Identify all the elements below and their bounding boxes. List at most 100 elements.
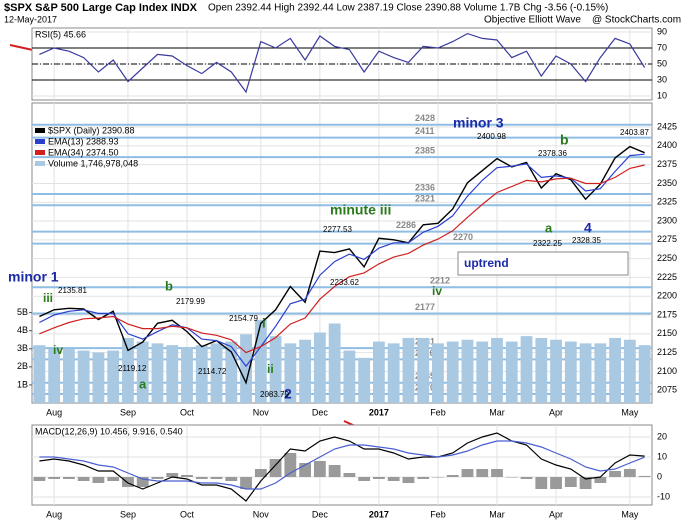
annotation: iv	[432, 284, 442, 298]
volume-bar	[402, 337, 415, 403]
histogram-bar	[579, 477, 592, 489]
histogram-bar	[387, 477, 400, 481]
y-tick-label: 10	[657, 90, 667, 100]
histogram-bar	[122, 477, 134, 487]
volume-bar	[33, 345, 46, 403]
histogram-bar	[313, 461, 326, 477]
volume-bar	[92, 352, 105, 403]
histogram-bar	[92, 477, 105, 483]
pane-title: RSI(5) 45.66	[35, 29, 86, 39]
volume-bar	[195, 345, 208, 403]
volume-bar	[299, 339, 311, 403]
volume-bar	[181, 346, 193, 403]
y-tick-label: 2275	[657, 234, 677, 244]
y-tick-label: 2375	[657, 159, 677, 169]
histogram-bar	[210, 477, 223, 479]
y-tick-label: 90	[657, 26, 667, 36]
y-tick-label: 20	[657, 431, 667, 441]
annotation: 2	[284, 386, 292, 402]
volume-bar	[594, 343, 607, 403]
y2-tick-label: 5B	[17, 307, 28, 317]
annotation: 2179.99	[176, 297, 205, 306]
x-tick-label: Dec	[312, 509, 329, 519]
y2-tick-label: 4B	[17, 325, 28, 335]
y2-tick-label: 3B	[17, 343, 28, 353]
volume-bar	[166, 345, 179, 403]
volume-bar	[535, 337, 548, 403]
support-label: 2428	[415, 113, 435, 123]
volume-bar	[387, 343, 400, 403]
y-tick-label: 10	[657, 451, 667, 461]
chart-date: 12-May-2017	[4, 14, 57, 24]
volume-bar	[579, 343, 592, 403]
legend-swatch	[35, 150, 45, 155]
legend-swatch	[35, 161, 45, 166]
y-tick-label: 2125	[657, 347, 677, 357]
histogram-bar	[269, 459, 282, 477]
x-tick-label: Mar	[489, 407, 505, 417]
histogram-bar	[254, 469, 267, 477]
histogram-bar	[77, 477, 90, 481]
support-label: 2212	[430, 276, 450, 286]
x-tick-label: Sep	[120, 509, 136, 519]
volume-bar	[505, 341, 518, 403]
y-tick-label: 2400	[657, 140, 677, 150]
histogram-bar	[505, 477, 518, 478]
volume-bar	[564, 341, 577, 403]
volume-bar	[328, 323, 341, 403]
histogram-bar	[181, 475, 193, 477]
histogram-bar	[402, 477, 415, 483]
histogram-bar	[299, 463, 311, 477]
x-tick-label: Apr	[549, 407, 563, 417]
histogram-bar	[417, 477, 430, 479]
volume-bar	[343, 350, 356, 403]
volume-bar	[48, 348, 61, 403]
volume-bar	[491, 337, 503, 403]
histogram-bar	[48, 477, 61, 479]
histogram-bar	[195, 477, 208, 479]
volume-bar	[77, 350, 90, 403]
histogram-bar	[564, 477, 577, 487]
histogram-bar	[535, 477, 548, 489]
x-tick-label: Feb	[430, 509, 446, 519]
y2-tick-label: 2B	[17, 361, 28, 371]
annotation: 2154.79	[229, 314, 258, 323]
histogram-bar	[240, 477, 252, 489]
histogram-bar	[594, 477, 607, 483]
histogram-bar	[520, 477, 533, 479]
annotation: 2083.79	[260, 390, 289, 399]
histogram-bar	[446, 475, 459, 477]
support-label: 2411	[415, 126, 435, 136]
annotation: a	[545, 220, 553, 235]
support-label: 2270	[453, 232, 473, 242]
y-tick-label: 2225	[657, 272, 677, 282]
annotation: 4	[584, 220, 592, 236]
volume-bar	[623, 339, 636, 403]
credit: @ StockCharts.com	[592, 15, 681, 26]
support-label: 2385	[415, 146, 435, 156]
histogram-bar	[550, 477, 562, 489]
support-label: 2321	[415, 194, 435, 204]
series-line	[39, 432, 645, 502]
chart-title: $SPX S&P 500 Large Cap Index INDX	[4, 2, 198, 14]
annotation: b	[560, 132, 569, 148]
histogram-bar	[136, 477, 149, 487]
volume-bar	[461, 339, 474, 403]
histogram-bar	[107, 477, 120, 481]
annotation: ii	[267, 362, 274, 376]
volume-bar	[313, 332, 326, 403]
legend-swatch	[35, 139, 45, 144]
pane	[31, 424, 653, 506]
x-tick-label: Apr	[549, 509, 563, 519]
y-tick-label: 2425	[657, 121, 677, 131]
y-tick-label: 2300	[657, 215, 677, 225]
y-tick-label: 70	[657, 42, 667, 52]
y-tick-label: 30	[657, 74, 667, 84]
x-tick-label: Nov	[253, 407, 270, 417]
volume-bar	[476, 341, 489, 403]
y-tick-label: 0	[657, 471, 662, 481]
y-tick-label: 2200	[657, 291, 677, 301]
histogram-bar	[151, 477, 164, 479]
x-tick-label: May	[621, 509, 639, 519]
histogram-bar	[461, 469, 474, 477]
